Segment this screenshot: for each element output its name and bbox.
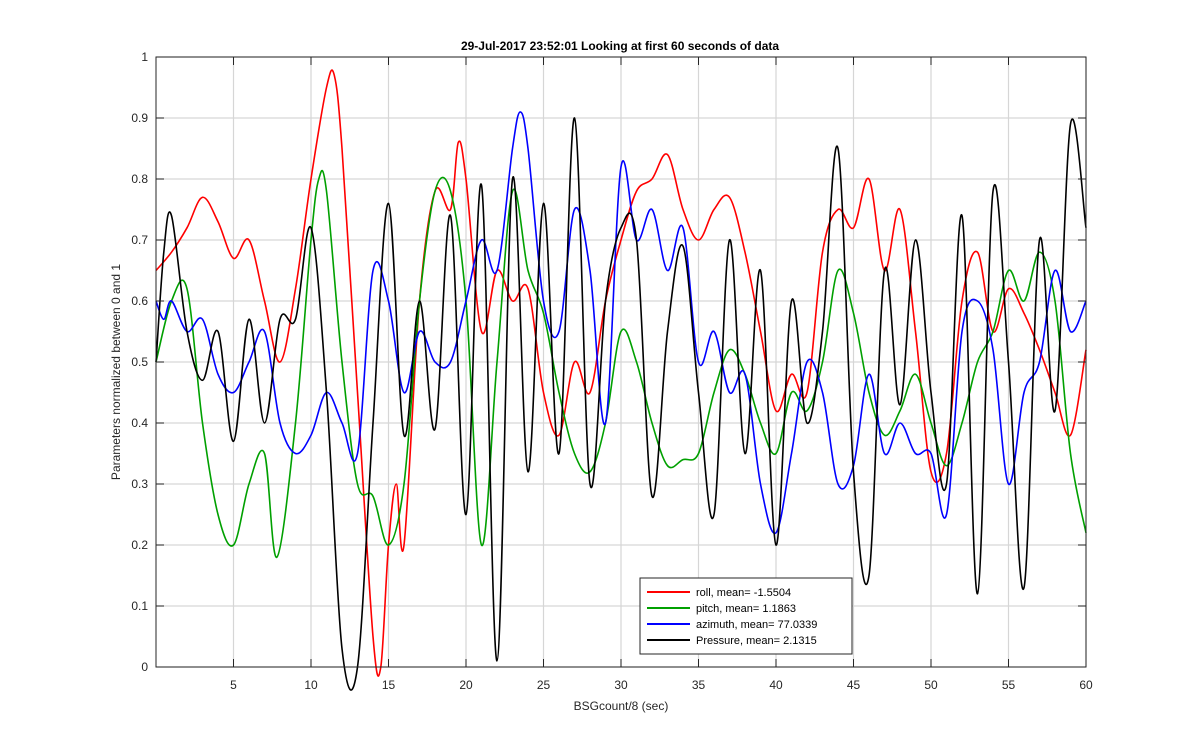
x-tick-label: 55 xyxy=(1002,678,1016,692)
legend-label-roll: roll, mean= -1.5504 xyxy=(696,587,791,599)
y-tick-label: 0.1 xyxy=(131,599,148,613)
legend-label-pitch: pitch, mean= 1.1863 xyxy=(696,603,796,615)
legend-label-azimuth: azimuth, mean= 77.0339 xyxy=(696,619,817,631)
x-tick-label: 60 xyxy=(1079,678,1093,692)
axis-ticks: 5 10 15 20 25 30 35 40 45 50 55 60 0 0.1 0.2 0.3 0.4 0.5 0… xyxy=(131,50,1093,692)
series-lines xyxy=(155,69,1087,691)
y-tick-label: 0.3 xyxy=(131,477,148,491)
series-line-azimuth xyxy=(155,111,1087,535)
y-tick-label: 1 xyxy=(141,50,148,64)
x-tick-label: 20 xyxy=(459,678,473,692)
x-axis-label: BSGcount/8 (sec) xyxy=(574,699,669,713)
y-tick-label: 0.4 xyxy=(131,416,148,430)
x-tick-label: 40 xyxy=(769,678,783,692)
x-tick-label: 5 xyxy=(230,678,237,692)
x-tick-label: 30 xyxy=(614,678,628,692)
plot-area: 5 10 15 20 25 30 35 40 45 50 55 60 0 0.1 0.2 0.3 0.4 0.5 0… xyxy=(131,50,1093,692)
y-tick-label: 0.5 xyxy=(131,355,148,369)
y-tick-label: 0.2 xyxy=(131,538,148,552)
y-axis-label: Parameters normalized between 0 and 1 xyxy=(109,264,123,480)
y-tick-label: 0 xyxy=(141,660,148,674)
legend-box xyxy=(639,577,853,655)
x-tick-label: 25 xyxy=(537,678,551,692)
chart-title: 29-Jul-2017 23:52:01 Looking at first 60… xyxy=(461,39,779,53)
x-tick-label: 10 xyxy=(304,678,318,692)
y-tick-label: 0.6 xyxy=(131,294,148,308)
series-line-roll xyxy=(155,69,1087,677)
y-tick-label: 0.9 xyxy=(131,111,148,125)
series-line-pitch xyxy=(155,169,1087,559)
x-tick-label: 15 xyxy=(382,678,396,692)
series-line-pressure xyxy=(155,117,1087,691)
legend-label-pressure: Pressure, mean= 2.1315 xyxy=(696,635,817,647)
x-tick-label: 50 xyxy=(924,678,938,692)
x-tick-label: 45 xyxy=(847,678,861,692)
legend: roll, mean= -1.5504 pitch, mean= 1.1863 … xyxy=(639,577,853,655)
y-tick-label: 0.8 xyxy=(131,172,148,186)
x-tick-label: 35 xyxy=(692,678,706,692)
y-tick-label: 0.7 xyxy=(131,233,148,247)
